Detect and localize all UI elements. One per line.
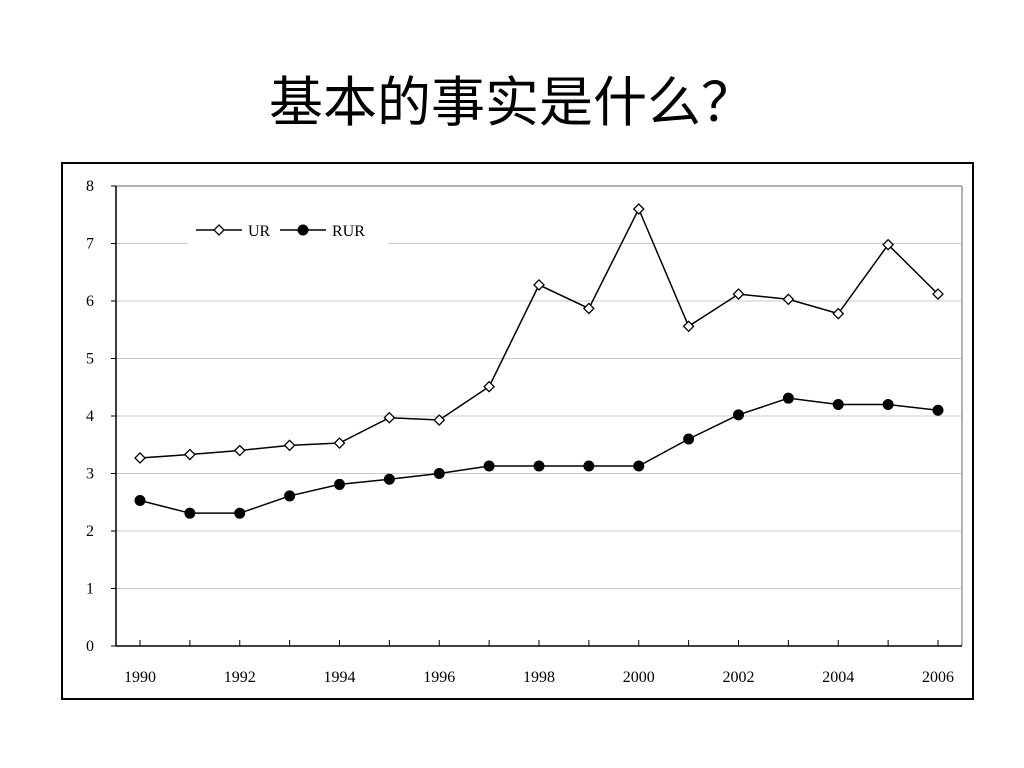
data-point-ur (333, 437, 346, 449)
y-tick-label: 4 (86, 408, 94, 425)
data-point-ur (283, 439, 296, 452)
series-group (134, 203, 944, 519)
data-point-ur (632, 203, 645, 215)
x-tick-label: 2006 (922, 669, 954, 686)
data-point-rur (832, 399, 844, 410)
y-tick-label: 5 (86, 351, 94, 368)
data-point-rur (733, 409, 744, 421)
x-tick-label: 2004 (822, 669, 854, 686)
data-point-ur (732, 288, 745, 301)
x-tick-label: 1992 (224, 669, 256, 686)
data-point-ur (134, 452, 146, 464)
legend-label-ur: UR (248, 223, 271, 240)
series-line-rur (139, 397, 939, 514)
data-point-ur (782, 293, 795, 306)
x-axis-ticks: 1990 1992 1994 1996 1998 2000 2002 2004 2006 (124, 640, 954, 686)
x-tick-label: 2002 (723, 669, 755, 686)
data-point-ur (433, 414, 446, 426)
y-axis-ticks: 0 1 2 3 4 5 6 7 8 (86, 178, 116, 655)
data-point-rur (533, 460, 545, 472)
data-point-rur (234, 507, 246, 519)
data-point-rur (433, 468, 445, 479)
data-point-rur (184, 507, 196, 519)
data-point-rur (334, 478, 345, 490)
y-tick-label: 7 (86, 236, 94, 253)
data-point-ur (832, 307, 845, 320)
y-tick-label: 2 (86, 523, 94, 540)
data-point-ur (682, 320, 695, 333)
chart-frame (61, 162, 974, 700)
data-point-rur (633, 460, 645, 472)
legend-label-rur: RUR (332, 223, 365, 240)
gridlines (116, 243, 962, 589)
legend: UR RUR (188, 214, 388, 244)
x-tick-label: 2000 (623, 669, 655, 686)
legend-marker-ur (213, 224, 225, 236)
y-tick-label: 1 (86, 581, 94, 598)
data-point-ur (183, 448, 196, 461)
data-point-rur (134, 495, 146, 507)
data-point-ur (533, 278, 545, 291)
x-tick-label: 1990 (124, 669, 156, 686)
x-tick-label: 1996 (423, 669, 455, 686)
data-point-rur (782, 392, 794, 404)
x-tick-label: 1998 (523, 669, 555, 686)
data-point-ur (233, 444, 246, 457)
data-point-rur (284, 490, 296, 502)
series-line-ur (139, 207, 939, 459)
series-ur (134, 203, 944, 464)
x-tick-label: 1994 (324, 669, 356, 686)
data-point-ur (383, 411, 396, 424)
data-point-rur (683, 433, 695, 445)
y-tick-label: 6 (86, 293, 94, 310)
y-tick-label: 3 (86, 466, 94, 483)
data-point-rur (882, 399, 894, 410)
y-tick-label: 0 (86, 638, 94, 655)
slide-title: 基本的事实是什么？ (269, 71, 755, 134)
data-point-ur (932, 288, 944, 301)
data-point-ur (582, 302, 595, 315)
data-point-rur (932, 404, 944, 416)
series-rur (134, 392, 944, 519)
data-point-rur (383, 473, 395, 485)
data-point-rur (483, 460, 495, 472)
data-point-rur (583, 460, 595, 472)
data-point-ur (882, 238, 895, 251)
legend-marker-rur (297, 224, 309, 236)
data-point-ur (483, 380, 496, 393)
y-tick-label: 8 (86, 178, 94, 195)
